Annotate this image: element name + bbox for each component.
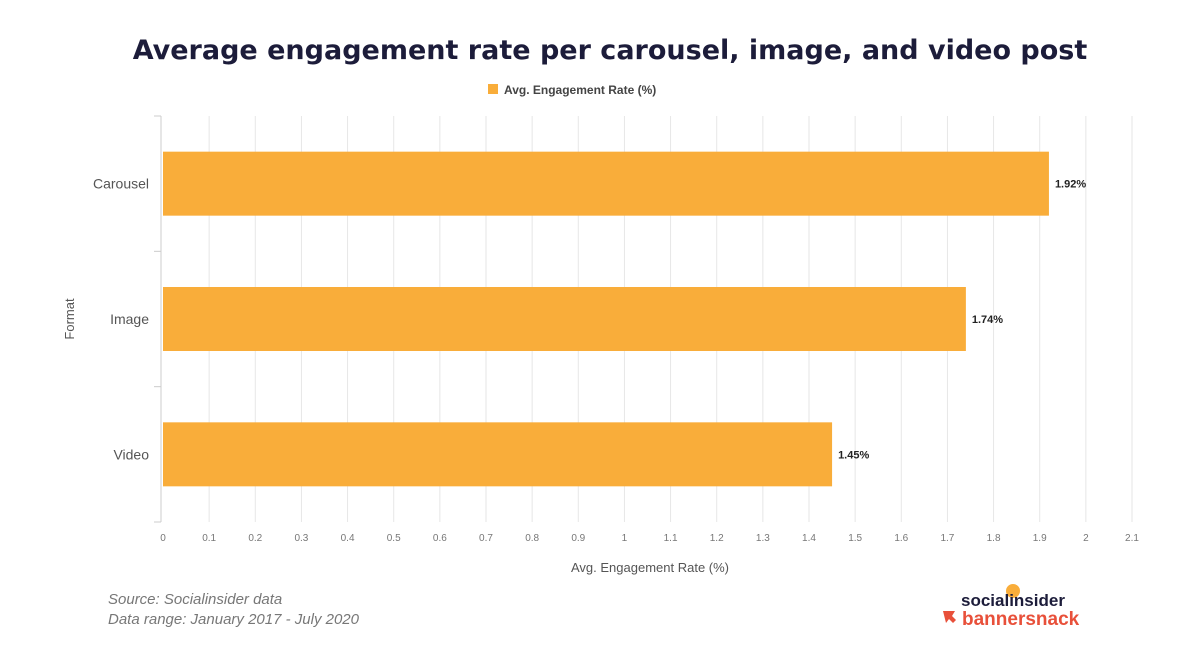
x-tick-label: 1.8 (987, 533, 1001, 544)
source-note: Source: Socialinsider data (108, 591, 282, 608)
bannersnack-logo: bannersnack (943, 609, 1080, 630)
data-label: 1.92% (1055, 179, 1086, 191)
bar-image[interactable] (163, 287, 966, 351)
x-tick-label: 0.1 (202, 533, 216, 544)
chart-title: Average engagement rate per carousel, im… (133, 35, 1088, 66)
x-tick-label: 0.8 (525, 533, 539, 544)
x-tick-label: 1.7 (940, 533, 954, 544)
x-tick-label: 0.3 (294, 533, 308, 544)
data-label: 1.45% (838, 449, 869, 461)
x-tick-label: 1.9 (1033, 533, 1047, 544)
x-axis-label: Avg. Engagement Rate (%) (571, 560, 729, 575)
x-tick-label: 1.1 (664, 533, 678, 544)
x-tick-label: 0.6 (433, 533, 447, 544)
category-label: Video (113, 446, 149, 462)
legend-swatch (488, 84, 498, 94)
svg-text:socialinsider: socialinsider (961, 591, 1065, 610)
socialinsider-logo: socialinsider (961, 584, 1065, 610)
x-tick-label: 2.1 (1125, 533, 1139, 544)
category-label: Image (110, 311, 149, 327)
y-axis-label: Format (62, 298, 77, 340)
legend-label[interactable]: Avg. Engagement Rate (%) (504, 83, 656, 97)
svg-text:bannersnack: bannersnack (962, 609, 1080, 630)
x-tick-label: 1 (622, 533, 628, 544)
date-range-note: Data range: January 2017 - July 2020 (108, 611, 360, 628)
data-label: 1.74% (972, 314, 1003, 326)
x-tick-label: 2 (1083, 533, 1089, 544)
x-tick-label: 0.9 (571, 533, 585, 544)
x-tick-label: 0.4 (341, 533, 355, 544)
bar-video[interactable] (163, 422, 833, 487)
x-tick-label: 1.3 (756, 533, 770, 544)
x-tick-label: 1.2 (710, 533, 724, 544)
x-tick-label: 0 (160, 533, 166, 544)
category-label: Carousel (93, 176, 149, 192)
x-tick-label: 1.4 (802, 533, 816, 544)
x-tick-label: 1.5 (848, 533, 862, 544)
x-tick-label: 1.6 (894, 533, 908, 544)
bar-carousel[interactable] (163, 151, 1049, 216)
x-tick-label: 0.2 (248, 533, 262, 544)
x-tick-label: 0.5 (387, 533, 401, 544)
x-tick-label: 0.7 (479, 533, 493, 544)
